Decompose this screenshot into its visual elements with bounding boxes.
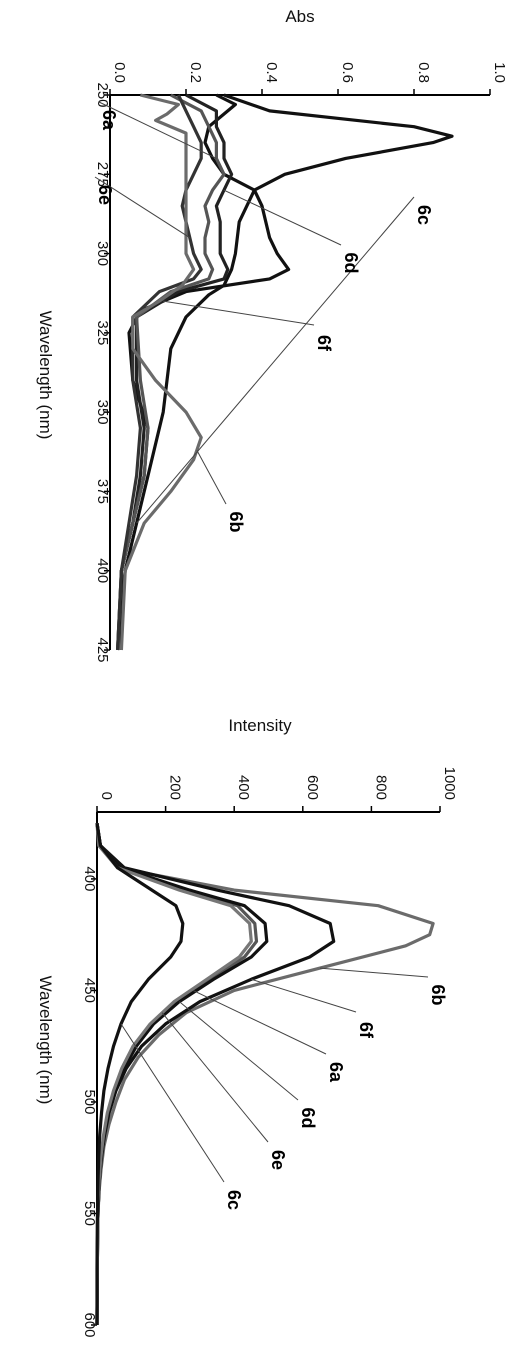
- abs-panel: 0.0 0.2 0.4 0.6 0.8 1.0 250 275 300 325 350 375 400 4…: [36, 7, 506, 663]
- intensity-value-tick-label: 600: [304, 775, 321, 800]
- intensity-series-6d-label: 6d: [298, 1107, 318, 1128]
- intensity-series-6e-leader: [161, 1012, 269, 1143]
- abs-series-6f-line: [119, 93, 291, 650]
- abs-series-6c-leader: [136, 196, 415, 524]
- abs-ticks: [104, 89, 491, 651]
- abs-value-tick-label: 0.8: [415, 62, 432, 83]
- intensity-series-6b-line: [95, 823, 435, 1326]
- intensity-value-tick-label: 1000: [441, 767, 458, 800]
- intensity-series-6a-label: 6a: [326, 1062, 346, 1083]
- abs-series-6d-line: [116, 93, 234, 651]
- abs-series-6b-label: 6b: [226, 511, 246, 532]
- abs-series-6e-leader: [94, 176, 191, 239]
- abs-wavelength-tick-label: 375: [94, 479, 111, 504]
- intensity-value-tick-label: 400: [235, 775, 252, 800]
- abs-y-axis-title: Abs: [285, 7, 314, 26]
- intensity-series-6b-leader: [319, 967, 429, 978]
- abs-wavelength-tick-label: 425: [94, 637, 111, 662]
- abs-series-6f-leader: [163, 300, 315, 326]
- abs-series-labels: 6c 6f 6d 6a 6e 6b: [95, 110, 434, 533]
- abs-series-6e-label: 6e: [95, 185, 115, 205]
- intensity-curves: [95, 822, 435, 1326]
- intensity-tick-labels: 0 200 400 600 800 1000 400 450 500 550 600: [81, 767, 458, 1338]
- intensity-value-tick-label: 200: [167, 775, 184, 800]
- abs-series-6b-leader: [196, 449, 227, 505]
- intensity-wavelength-tick-label: 450: [81, 978, 98, 1003]
- intensity-wavelength-tick-label: 500: [81, 1089, 98, 1114]
- abs-x-axis-title: Wavelength (nm): [36, 311, 55, 440]
- abs-value-tick-label: 0.6: [339, 62, 356, 83]
- abs-series-6b-line: [119, 93, 203, 651]
- intensity-series-6b-label: 6b: [428, 984, 448, 1005]
- abs-wavelength-tick-label: 325: [94, 320, 111, 345]
- intensity-wavelength-tick-label: 550: [81, 1201, 98, 1226]
- abs-series-6c-line: [119, 93, 454, 650]
- intensity-series-6f-leader: [251, 978, 357, 1013]
- intensity-value-tick-label: 800: [372, 775, 389, 800]
- abs-value-tick-label: 0.4: [263, 62, 280, 83]
- abs-tick-labels: 0.0 0.2 0.4 0.6 0.8 1.0 250 275 300 325 350 375 400 4…: [94, 62, 506, 662]
- intensity-series-6e-line: [95, 823, 253, 1326]
- intensity-series-6e-label: 6e: [268, 1150, 288, 1170]
- intensity-series-6c-leader: [120, 1023, 225, 1183]
- intensity-series-6d-line: [95, 822, 269, 1326]
- abs-wavelength-tick-label: 350: [94, 400, 111, 425]
- intensity-wavelength-tick-label: 600: [81, 1312, 98, 1337]
- intensity-series-labels: 6b 6f 6a 6d 6e 6c: [224, 984, 448, 1210]
- abs-wavelength-tick-label: 275: [94, 162, 111, 187]
- intensity-series-6f-label: 6f: [356, 1022, 376, 1039]
- intensity-leaders: [120, 967, 429, 1183]
- abs-curves: [116, 93, 454, 651]
- intensity-wavelength-tick-label: 400: [81, 866, 98, 891]
- intensity-series-6d-leader: [179, 1001, 299, 1101]
- abs-leaders: [94, 101, 415, 524]
- intensity-y-axis-title: Intensity: [228, 716, 292, 735]
- abs-series-6f-label: 6f: [314, 335, 334, 352]
- intensity-series-6a-leader: [192, 989, 327, 1055]
- abs-series-6d-leader: [223, 189, 342, 246]
- abs-series-6e-line: [116, 94, 203, 651]
- intensity-series-6c-line: [95, 822, 185, 1325]
- abs-value-tick-label: 0.2: [187, 62, 204, 83]
- intensity-x-axis-title: Wavelength (nm): [36, 976, 55, 1105]
- intensity-value-tick-label: 0: [98, 792, 115, 800]
- abs-wavelength-tick-label: 400: [94, 558, 111, 583]
- abs-wavelength-tick-label: 250: [94, 82, 111, 107]
- abs-value-tick-label: 0.0: [111, 62, 128, 83]
- intensity-series-6c-label: 6c: [224, 1190, 244, 1210]
- abs-wavelength-tick-label: 300: [94, 241, 111, 266]
- abs-series-6c-label: 6c: [414, 205, 434, 225]
- abs-series-6a-leader: [98, 101, 217, 159]
- abs-value-tick-label: 1.0: [491, 62, 506, 83]
- abs-series-6a-label: 6a: [99, 110, 119, 131]
- abs-series-6d-label: 6d: [341, 252, 361, 273]
- abs-series-6a-line: [116, 93, 226, 651]
